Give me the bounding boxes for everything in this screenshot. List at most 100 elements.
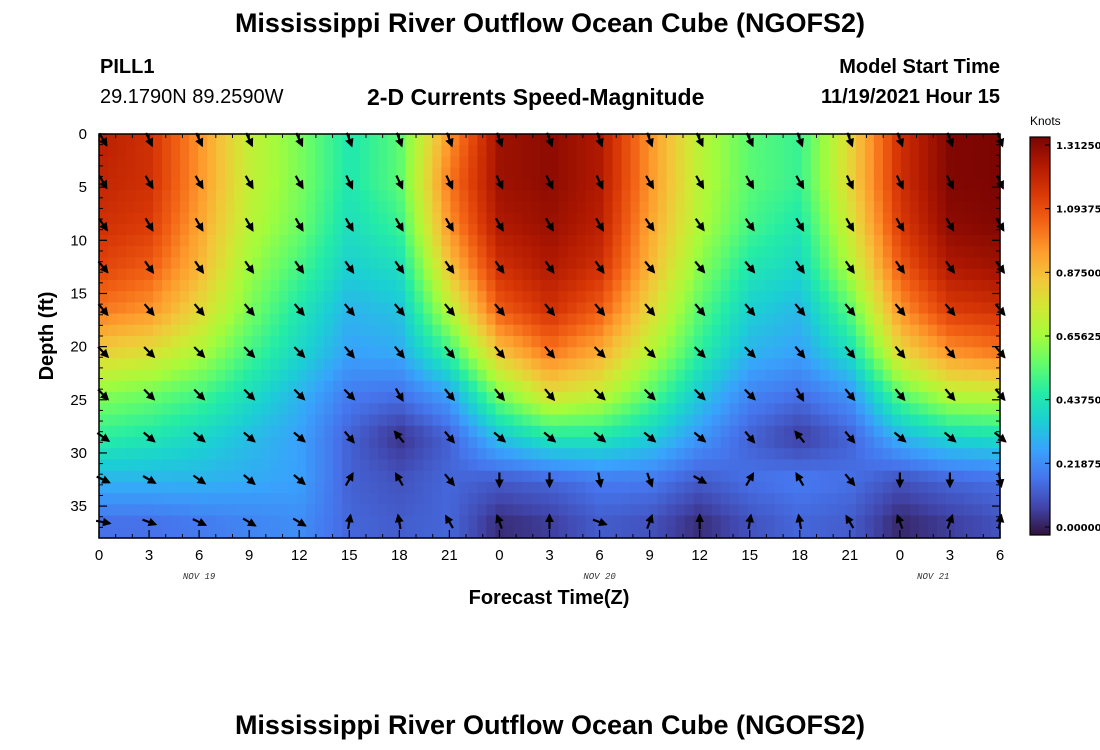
heatmap-cell [954,324,965,337]
heatmap-cell [468,235,479,247]
heatmap-cell [657,336,668,348]
heatmap-cell [675,268,686,281]
heatmap-cell [666,459,677,472]
heatmap-cell [522,392,533,404]
heatmap-cell [252,380,262,393]
heatmap-cell [630,167,641,180]
heatmap-cell [747,425,758,438]
heatmap-cell [756,470,767,483]
heatmap-cell [639,448,650,461]
heatmap-cell [774,313,785,326]
heatmap-cell [270,470,280,483]
heatmap-cell [324,515,334,528]
heatmap-cell [774,504,785,517]
heatmap-cell [738,403,749,416]
heatmap-cell [648,481,659,494]
current-vector [795,175,805,190]
heatmap-cell [801,448,812,461]
heatmap-cell [468,448,479,461]
heatmap-cell [360,392,370,404]
heatmap-cell [504,403,515,416]
heatmap-cell [153,403,163,416]
heatmap-cell [306,190,316,202]
heatmap-cell [207,392,217,404]
heatmap-cell [990,257,1001,270]
heatmap-cell [666,392,677,404]
heatmap-cell [981,246,992,259]
heatmap-cell [180,302,190,315]
heatmap-cell [333,178,343,191]
heatmap-cell [270,313,280,326]
heatmap-cell [882,425,893,438]
heatmap-cell [882,448,893,461]
heatmap-cell [729,246,740,259]
heatmap-cell [126,347,136,360]
heatmap-cell [603,392,614,404]
heatmap-cell [297,246,307,259]
heatmap-cell [972,223,983,236]
heatmap-cell [468,313,479,326]
heatmap-cell [432,167,442,180]
heatmap-cell [459,134,470,146]
heatmap-cell [756,279,767,292]
heatmap-cell [207,515,217,528]
heatmap-cell [540,279,551,292]
heatmap-cell [747,459,758,472]
heatmap-cell [792,268,803,281]
current-vector [293,346,306,359]
heatmap-cell [882,369,893,382]
heatmap-cell [432,336,442,348]
heatmap-cell [441,291,451,303]
heatmap-cell [405,302,415,315]
heatmap-cell [243,279,253,292]
heatmap-cell [648,493,659,505]
heatmap-cell [576,425,587,438]
heatmap-cell [810,347,821,360]
heatmap-cell [603,223,614,236]
heatmap-cell [567,437,578,449]
heatmap-cell [846,504,857,517]
heatmap-cell [405,358,415,371]
heatmap-cell [558,526,569,539]
heatmap-cell [198,246,208,259]
heatmap-cell [252,302,262,315]
heatmap-cell [783,515,794,528]
heatmap-cell [522,403,533,416]
heatmap-cell [486,336,497,348]
heatmap-cell [774,515,785,528]
heatmap-cell [288,291,298,303]
heatmap-cell [729,302,740,315]
heatmap-cell [477,201,488,214]
heatmap-cell [981,526,992,539]
heatmap-cell [621,481,632,494]
heatmap-cell [630,134,641,146]
heatmap-cell [810,257,821,270]
heatmap-cell [387,212,397,225]
heatmap-cell [315,302,325,315]
heatmap-cell [837,414,848,427]
heatmap-cell [504,178,515,191]
heatmap-cell [783,414,794,427]
heatmap-cell [360,212,370,225]
heatmap-cell [684,302,695,315]
heatmap-cell [684,268,695,281]
heatmap-cell [504,526,515,539]
heatmap-cell [783,403,794,416]
heatmap-cell [558,235,569,247]
heatmap-cell [261,481,271,494]
heatmap-cell [972,156,983,169]
heatmap-cell [387,279,397,292]
heatmap-cell [828,336,839,348]
heatmap-cell [882,414,893,427]
heatmap-cell [504,425,515,438]
heatmap-cell [495,279,506,292]
heatmap-cell [810,268,821,281]
current-vector [945,260,956,275]
heatmap-cell [468,380,479,393]
heatmap-cell [531,324,542,337]
heatmap-cell [585,392,596,404]
heatmap-cell [225,313,235,326]
heatmap-cell [900,493,911,505]
heatmap-cell [243,403,253,416]
heatmap-cell [180,526,190,539]
